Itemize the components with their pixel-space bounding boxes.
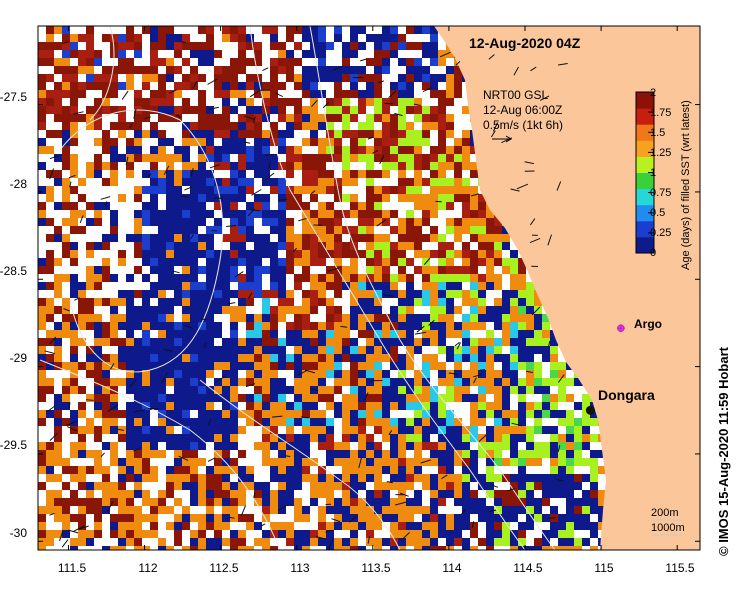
argo-float[interactable]: Argo (616, 317, 662, 333)
bathymetry-contours (39, 26, 556, 550)
dongara-label: Dongara (598, 387, 655, 403)
location-dot-icon (585, 405, 595, 415)
current-scale-legend: NRT00 GSL 12-Aug 06:00Z 0.5m/s (1kt 6h) (483, 88, 563, 143)
x-tick-label: 112 (138, 561, 157, 575)
colorbar-tick-label: 1.5 (650, 127, 665, 139)
argo-label: Argo (634, 317, 662, 331)
x-tick-label: 114.5 (513, 561, 542, 575)
x-tick-label: 113.5 (361, 561, 390, 575)
colorbar: 2 1.75 1.5 1.25 1 0.75 0.5 0.25 0 Age (d… (635, 87, 692, 270)
colorbar-tick-label: 1 (650, 167, 656, 179)
x-tick-label: 111.5 (58, 561, 87, 575)
colorbar-tick-label: 2 (650, 87, 656, 99)
y-tick-label: -29 (10, 351, 28, 365)
y-tick-label: -28 (10, 177, 28, 191)
y-tick-label: -28.5 (0, 264, 27, 278)
current-vectors (44, 41, 568, 550)
depth-label-200m: 200m (651, 507, 679, 519)
y-axis-labels: -27.5 -28 -28.5 -29 -29.5 -30 (0, 90, 27, 540)
colorbar-segments (636, 92, 654, 254)
colorbar-tick-label: 0.75 (650, 187, 671, 199)
y-tick-label: -27.5 (0, 90, 27, 104)
depth-label-1000m: 1000m (651, 522, 685, 534)
x-tick-label: 115.5 (665, 561, 694, 575)
x-tick-label: 113 (290, 561, 309, 575)
y-tick-label: -30 (10, 526, 28, 540)
x-tick-label: 114 (442, 561, 461, 575)
scale-arrowhead-icon (505, 135, 512, 143)
map-title: 12-Aug-2020 04Z (469, 35, 581, 51)
land-mass (434, 26, 700, 550)
depth-legend: 200m 1000m (651, 507, 685, 536)
imos-credit: © IMOS 15-Aug-2020 11:59 Hobart (716, 346, 731, 556)
colorbar-tick-label: 0.25 (650, 227, 671, 239)
plot-frame (37, 25, 701, 551)
x-tick-label: 115 (594, 561, 613, 575)
current-legend-line2: 12-Aug 06:00Z (483, 103, 562, 117)
colorbar-title: Age (days) of filled SST (wrt latest) (680, 100, 692, 270)
colorbar-tick-label: 0.5 (650, 207, 665, 219)
colorbar-ticks (648, 91, 654, 254)
y-tick-label: -29.5 (0, 438, 27, 452)
current-legend-line1: NRT00 GSL (483, 88, 548, 102)
colorbar-tick-label: 1.25 (650, 147, 671, 159)
x-tick-label: 112.5 (209, 561, 238, 575)
dongara-location[interactable]: Dongara (585, 387, 655, 415)
argo-marker-icon (616, 324, 625, 333)
x-axis-labels: 111.5 112 112.5 113 113.5 114 114.5 115 … (58, 561, 695, 575)
axis-ticks (38, 26, 700, 550)
current-legend-line3: 0.5m/s (1kt 6h) (483, 118, 563, 132)
colorbar-tick-label: 1.75 (650, 107, 671, 119)
colorbar-tick-label: 0 (650, 247, 656, 259)
